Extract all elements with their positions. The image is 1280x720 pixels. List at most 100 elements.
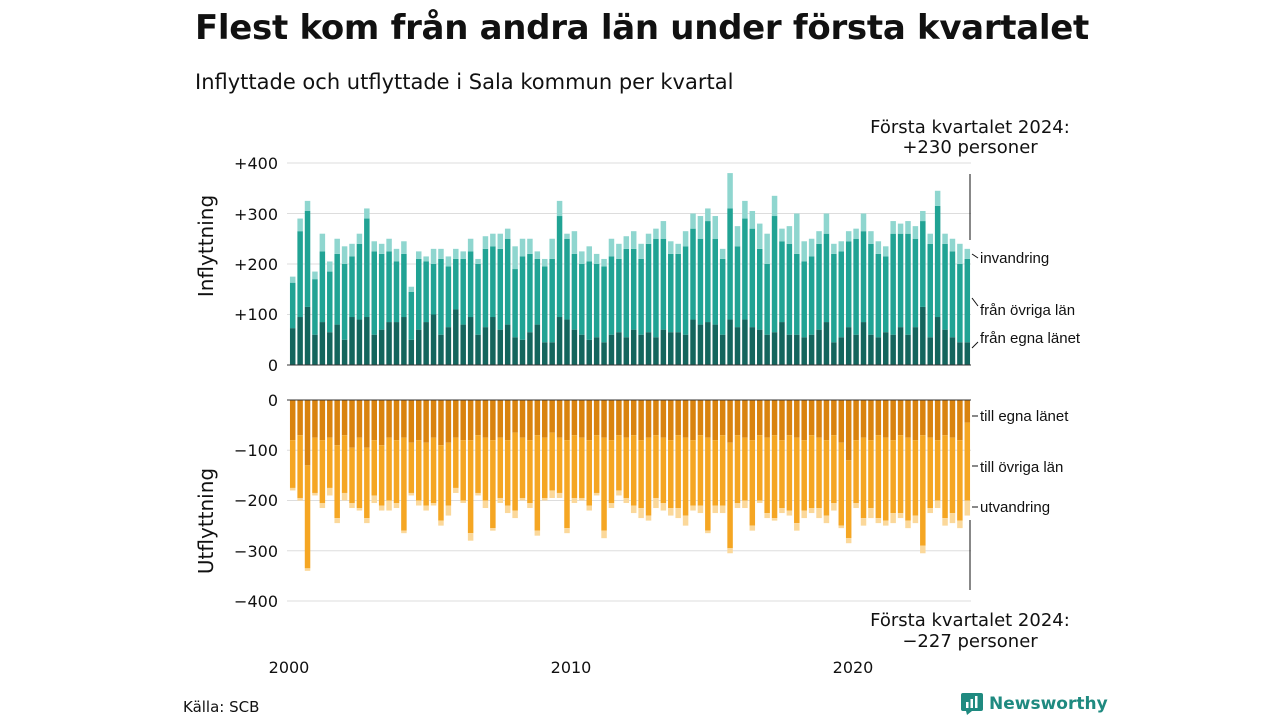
bar-fran-egna-lanet (497, 329, 504, 365)
bar-utvandring (853, 503, 859, 509)
y-tick-bottom-200: −200 (234, 491, 278, 510)
bar-fran-egna-lanet (534, 324, 541, 365)
bar-invandring (467, 238, 474, 252)
bar-invandring (771, 195, 778, 217)
bar-invandring (964, 248, 971, 259)
bar-utvandring (734, 503, 741, 509)
bar-fran-ovriga-lan (690, 228, 696, 320)
x-tick-2000: 2000 (269, 658, 310, 677)
bar-till-egna-lanet (519, 400, 526, 438)
bar-fran-egna-lanet (927, 337, 933, 365)
bar-till-egna-lanet (378, 400, 385, 446)
bar-invandring (386, 238, 392, 252)
bar-fran-egna-lanet (453, 309, 459, 365)
bar-till-egna-lanet (482, 400, 489, 438)
bar-till-egna-lanet (327, 400, 333, 438)
y-axis-title-utflyttning: Utflyttning (194, 468, 218, 574)
bar-till-ovriga-lan (764, 437, 770, 514)
bar-fran-ovriga-lan (831, 253, 837, 343)
bar-till-ovriga-lan (697, 435, 704, 506)
bar-till-ovriga-lan (779, 440, 785, 509)
bar-till-ovriga-lan (549, 432, 555, 491)
bar-fran-ovriga-lan (297, 231, 303, 318)
bar-invandring (682, 231, 689, 247)
bar-invandring (453, 248, 459, 259)
bar-fran-ovriga-lan (668, 253, 674, 333)
bar-utvandring (542, 497, 548, 501)
bar-utvandring (401, 530, 407, 534)
bar-invandring (341, 246, 348, 264)
bar-fran-egna-lanet (912, 327, 919, 366)
bar-till-ovriga-lan (682, 437, 689, 516)
bar-till-ovriga-lan (727, 442, 733, 549)
bar-utvandring (430, 503, 437, 506)
bar-till-ovriga-lan (504, 440, 511, 506)
bar-till-ovriga-lan (949, 437, 956, 514)
bar-till-egna-lanet (445, 400, 452, 443)
bar-fran-egna-lanet (349, 317, 355, 365)
bar-fran-egna-lanet (675, 332, 681, 366)
bar-fran-egna-lanet (957, 342, 963, 365)
bar-till-ovriga-lan (393, 440, 400, 504)
bar-fran-ovriga-lan (408, 291, 415, 340)
bar-invandring (949, 238, 956, 252)
utflyttning-bars (287, 399, 971, 571)
bar-fran-ovriga-lan (438, 258, 444, 335)
bar-till-egna-lanet (542, 400, 548, 438)
bar-fran-egna-lanet (312, 334, 318, 365)
bar-fran-egna-lanet (512, 337, 518, 365)
bar-utvandring (356, 508, 363, 511)
series-label-utvandring: utvandring (980, 499, 1050, 516)
bar-invandring (556, 200, 563, 217)
bar-till-egna-lanet (349, 400, 355, 448)
annotation-bottom-line2: −227 personer (902, 631, 1038, 652)
bar-fran-ovriga-lan (341, 264, 348, 340)
series-label-invandring: invandring (980, 250, 1049, 267)
bar-fran-ovriga-lan (905, 233, 911, 335)
bar-fran-ovriga-lan (719, 258, 726, 335)
bar-till-ovriga-lan (564, 440, 570, 529)
bar-till-egna-lanet (905, 400, 911, 438)
bar-till-ovriga-lan (297, 435, 303, 498)
bar-utvandring (697, 505, 704, 514)
bar-till-ovriga-lan (875, 435, 882, 519)
bar-fran-egna-lanet (816, 329, 822, 365)
bar-invandring (319, 233, 326, 252)
bar-till-ovriga-lan (327, 437, 333, 488)
bar-till-egna-lanet (942, 400, 948, 436)
brand-logo[interactable]: Newsworthy (961, 693, 1108, 715)
bar-till-ovriga-lan (786, 435, 793, 511)
bar-utvandring (349, 503, 355, 509)
bar-fran-ovriga-lan (957, 264, 963, 343)
bar-till-ovriga-lan (460, 440, 466, 501)
x-tick-2020: 2020 (833, 658, 874, 677)
bar-invandring (482, 236, 489, 249)
bar-fran-ovriga-lan (749, 228, 756, 328)
bar-utvandring (838, 525, 845, 529)
bar-fran-egna-lanet (838, 337, 845, 365)
bar-utvandring (786, 510, 793, 516)
bar-fran-egna-lanet (660, 329, 667, 365)
bar-fran-ovriga-lan (512, 269, 518, 338)
bar-utvandring (912, 515, 919, 524)
bar-till-ovriga-lan (957, 440, 963, 521)
bar-fran-ovriga-lan (504, 238, 511, 325)
bar-till-egna-lanet (912, 400, 919, 441)
bar-fran-egna-lanet (460, 324, 466, 365)
bar-fran-egna-lanet (445, 327, 452, 366)
bar-fran-ovriga-lan (386, 251, 392, 323)
bar-fran-egna-lanet (860, 322, 867, 365)
bar-utvandring (475, 492, 481, 496)
bar-till-egna-lanet (334, 400, 340, 446)
bar-till-egna-lanet (860, 400, 867, 438)
bar-till-ovriga-lan (608, 440, 615, 504)
bar-fran-egna-lanet (341, 339, 348, 365)
bar-till-egna-lanet (527, 400, 533, 441)
brand-name: Newsworthy (989, 694, 1108, 714)
bar-fran-egna-lanet (831, 342, 837, 365)
bar-invandring (912, 226, 919, 239)
bar-fran-ovriga-lan (482, 248, 489, 328)
bar-invandring (497, 233, 504, 249)
bar-fran-egna-lanet (616, 332, 622, 366)
bar-invandring (542, 258, 548, 267)
